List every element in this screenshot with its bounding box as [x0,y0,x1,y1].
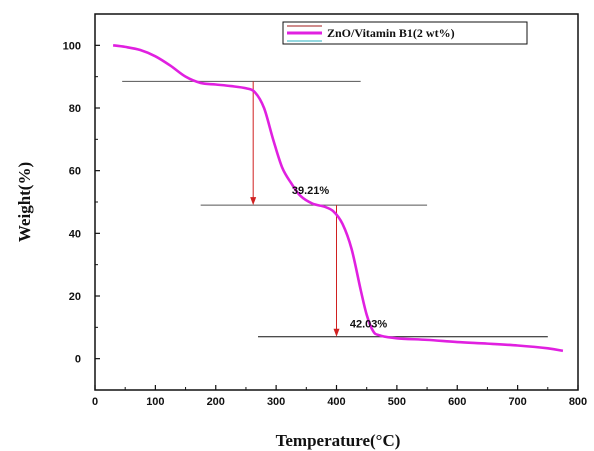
annotation-label: 42.03% [350,318,388,330]
x-tick-label: 0 [92,396,98,408]
series-layer [112,44,564,353]
y-tick-label: 0 [75,354,81,366]
x-tick-label: 800 [569,396,587,408]
x-tick-label: 100 [146,396,164,408]
annotations-layer: 39.21% 42.03% [292,185,387,330]
x-axis-title: Temperature(°C) [276,431,401,450]
y-tick-label: 40 [69,228,81,240]
x-tick-label: 400 [327,396,345,408]
arrow-head [333,328,340,337]
x-tick-label: 700 [508,396,526,408]
x-tick-label: 600 [448,396,466,408]
x-tick-label: 500 [388,396,406,408]
legend-label: ZnO/Vitamin B1(2 wt%) [327,26,455,40]
series-line [112,44,564,353]
y-tick-label: 60 [69,166,81,178]
y-axis-title: Weight(%) [15,162,34,242]
legend-box [282,21,528,45]
axes-layer: 0 100 200 300 400 500 600 700 800 0 20 40 60 80 100 [63,40,588,408]
y-tick-label: 80 [69,103,81,115]
legend: ZnO/Vitamin B1(2 wt%) [282,21,528,45]
annotation-label: 39.21% [292,185,330,197]
reference-lines-layer [122,80,548,338]
y-tick-label: 100 [63,40,81,52]
y-tick-label: 20 [69,291,81,303]
x-tick-label: 300 [267,396,285,408]
arrow-head [250,197,257,206]
x-tick-label: 200 [207,396,225,408]
